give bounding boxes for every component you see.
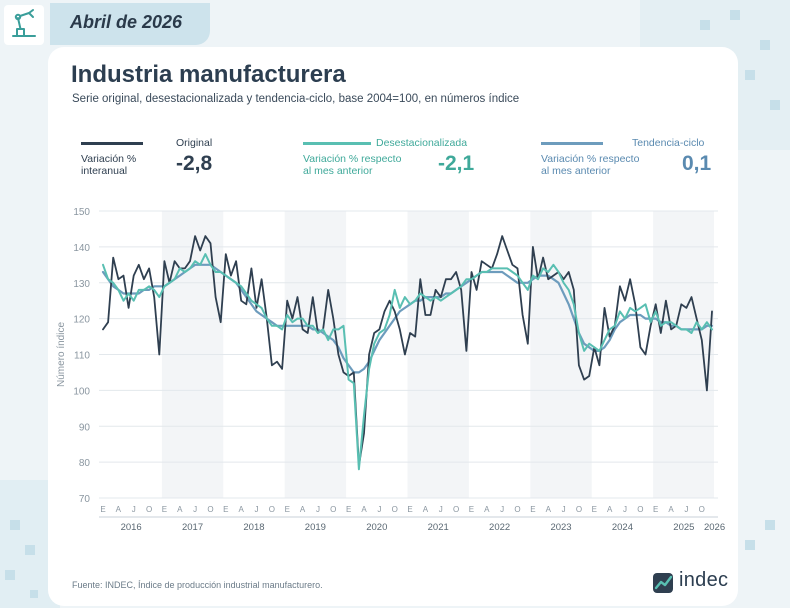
month-tick-label: O bbox=[699, 505, 705, 514]
legend-value-desestacionalizada: -2,1 bbox=[438, 152, 475, 175]
month-tick-label: A bbox=[668, 505, 674, 514]
month-tick-label: A bbox=[177, 505, 183, 514]
y-tick-label: 150 bbox=[73, 207, 90, 218]
legend-desc-tendencia: Variación % respecto al mes anterior bbox=[541, 153, 640, 177]
year-label: 2020 bbox=[366, 522, 387, 533]
year-label: 2022 bbox=[489, 522, 510, 533]
footer-source: Fuente: INDEC, Índice de producción indu… bbox=[72, 580, 323, 590]
month-tick-label: J bbox=[377, 505, 381, 514]
year-label: 2021 bbox=[428, 522, 449, 533]
month-tick-label: J bbox=[132, 505, 136, 514]
month-tick-label: J bbox=[500, 505, 504, 514]
header-logo bbox=[4, 5, 44, 45]
legend-desc-desestacionalizada: Variación % respecto al mes anterior bbox=[303, 153, 402, 177]
legend-name-tendencia: Tendencia-ciclo bbox=[632, 137, 705, 149]
month-tick-label: O bbox=[269, 505, 275, 514]
legend-line-tendencia bbox=[541, 142, 603, 145]
month-tick-label: E bbox=[530, 505, 535, 514]
month-tick-label: E bbox=[407, 505, 412, 514]
y-tick-label: 90 bbox=[79, 422, 91, 433]
y-tick-label: 110 bbox=[74, 351, 90, 362]
y-tick-label: 140 bbox=[73, 243, 90, 254]
month-tick-label: E bbox=[653, 505, 658, 514]
month-tick-label: A bbox=[116, 505, 122, 514]
series-line-original bbox=[102, 235, 713, 467]
month-tick-label: E bbox=[162, 505, 167, 514]
legend-desc-original: Variación % interanual bbox=[81, 153, 137, 177]
series-line-tendencia-ciclo bbox=[101, 263, 714, 374]
month-tick-label: O bbox=[392, 505, 398, 514]
year-label: 2018 bbox=[243, 522, 264, 533]
month-tick-label: E bbox=[223, 505, 228, 514]
y-tick-label: 70 bbox=[79, 494, 91, 505]
y-tick-label: 120 bbox=[73, 315, 90, 326]
year-label: 2017 bbox=[182, 522, 203, 533]
month-tick-label: E bbox=[285, 505, 290, 514]
month-tick-label: O bbox=[207, 505, 213, 514]
month-tick-label: O bbox=[514, 505, 520, 514]
month-tick-label: J bbox=[623, 505, 627, 514]
month-tick-label: J bbox=[562, 505, 566, 514]
month-tick-label: E bbox=[100, 505, 105, 514]
page-subtitle: Serie original, desestacionalizada y ten… bbox=[72, 93, 520, 105]
legend-name-desestacionalizada: Desestacionalizada bbox=[376, 137, 468, 149]
month-tick-label: O bbox=[576, 505, 582, 514]
month-tick-label: A bbox=[484, 505, 490, 514]
month-tick-label: A bbox=[423, 505, 429, 514]
legend-line-desestacionalizada bbox=[303, 142, 371, 145]
y-axis-label: Número índice bbox=[56, 322, 67, 387]
date-tab bbox=[50, 3, 210, 45]
month-tick-label: A bbox=[300, 505, 306, 514]
year-label: 2023 bbox=[550, 522, 571, 533]
legend-value-original: -2,8 bbox=[176, 152, 213, 175]
year-label: 2016 bbox=[121, 522, 142, 533]
year-label: 2024 bbox=[612, 522, 633, 533]
month-tick-label: A bbox=[239, 505, 245, 514]
legend-line-original bbox=[81, 142, 143, 145]
legend-value-tendencia: 0,1 bbox=[682, 152, 712, 175]
month-tick-label: J bbox=[255, 505, 259, 514]
month-tick-label: O bbox=[146, 505, 152, 514]
brand-name: indec bbox=[679, 569, 729, 591]
year-label: 2025 bbox=[673, 522, 694, 533]
year-label: 2026 bbox=[704, 522, 725, 533]
month-tick-label: O bbox=[330, 505, 336, 514]
y-tick-label: 100 bbox=[73, 386, 90, 397]
month-tick-label: J bbox=[439, 505, 443, 514]
month-tick-label: O bbox=[453, 505, 459, 514]
series-line-desestacionalizada bbox=[102, 253, 713, 471]
month-tick-label: E bbox=[469, 505, 474, 514]
y-tick-label: 80 bbox=[79, 458, 91, 469]
month-tick-label: E bbox=[346, 505, 351, 514]
indec-logo-icon bbox=[653, 573, 673, 593]
month-tick-label: A bbox=[607, 505, 613, 514]
month-tick-label: J bbox=[316, 505, 320, 514]
report-date: Abril de 2026 bbox=[70, 12, 183, 32]
robot-arm-icon bbox=[12, 9, 36, 37]
month-tick-label: J bbox=[193, 505, 197, 514]
y-tick-label: 130 bbox=[73, 279, 90, 290]
month-tick-label: J bbox=[684, 505, 688, 514]
year-label: 2019 bbox=[305, 522, 326, 533]
legend-name-original: Original bbox=[176, 137, 213, 149]
month-tick-label: O bbox=[637, 505, 643, 514]
month-tick-label: A bbox=[546, 505, 552, 514]
month-tick-label: E bbox=[592, 505, 597, 514]
month-tick-label: A bbox=[361, 505, 367, 514]
page-title: Industria manufacturera bbox=[71, 61, 346, 88]
